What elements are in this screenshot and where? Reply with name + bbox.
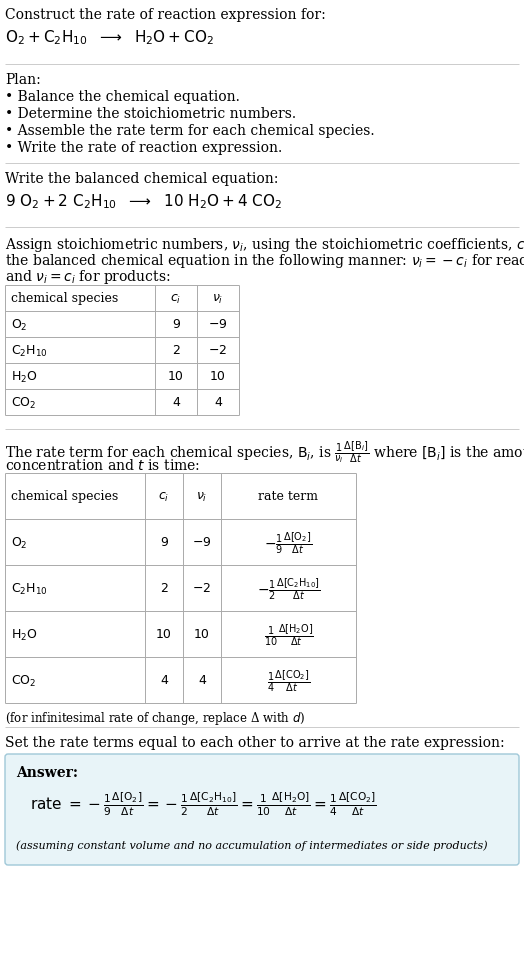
Text: and $\nu_i = c_i$ for products:: and $\nu_i = c_i$ for products:: [5, 268, 170, 285]
Text: $\mathrm{9\ O_2 + 2\ C_2H_{10}}$  $\longrightarrow$  $\mathrm{10\ H_2O + 4\ CO_2: $\mathrm{9\ O_2 + 2\ C_2H_{10}}$ $\longr…: [5, 191, 282, 210]
Text: Set the rate terms equal to each other to arrive at the rate expression:: Set the rate terms equal to each other t…: [5, 736, 505, 749]
Text: $\frac{1}{10}\frac{\Delta[\mathrm{H_2O}]}{\Delta t}$: $\frac{1}{10}\frac{\Delta[\mathrm{H_2O}]…: [264, 621, 313, 647]
Text: 2: 2: [172, 344, 180, 358]
Text: concentration and $t$ is time:: concentration and $t$ is time:: [5, 457, 200, 473]
Text: 9: 9: [160, 536, 168, 549]
Text: • Balance the chemical equation.: • Balance the chemical equation.: [5, 90, 240, 104]
Text: $\mathrm{O_2}$: $\mathrm{O_2}$: [11, 318, 28, 332]
Text: 4: 4: [198, 674, 206, 687]
Text: $\mathrm{O_2}$: $\mathrm{O_2}$: [11, 534, 28, 550]
Text: 10: 10: [156, 628, 172, 641]
Text: chemical species: chemical species: [11, 292, 118, 305]
Text: $\mathrm{CO_2}$: $\mathrm{CO_2}$: [11, 673, 36, 688]
Text: rate $= -\frac{1}{9}\frac{\Delta[\mathrm{O_2}]}{\Delta t} = -\frac{1}{2}\frac{\D: rate $= -\frac{1}{9}\frac{\Delta[\mathrm…: [30, 789, 377, 817]
Text: Write the balanced chemical equation:: Write the balanced chemical equation:: [5, 172, 278, 186]
Text: $\nu_i$: $\nu_i$: [196, 489, 208, 503]
Text: $c_i$: $c_i$: [170, 292, 182, 305]
Text: $\nu_i$: $\nu_i$: [212, 292, 224, 305]
Text: $-9$: $-9$: [208, 319, 228, 331]
Text: Assign stoichiometric numbers, $\nu_i$, using the stoichiometric coefficients, $: Assign stoichiometric numbers, $\nu_i$, …: [5, 235, 524, 254]
Text: $\mathrm{C_2H_{10}}$: $\mathrm{C_2H_{10}}$: [11, 581, 48, 596]
Text: $-2$: $-2$: [192, 582, 212, 595]
Text: the balanced chemical equation in the following manner: $\nu_i = -c_i$ for react: the balanced chemical equation in the fo…: [5, 252, 524, 270]
FancyBboxPatch shape: [5, 754, 519, 865]
Text: 4: 4: [160, 674, 168, 687]
Text: $-2$: $-2$: [209, 344, 227, 358]
Text: Answer:: Answer:: [16, 765, 78, 780]
Text: $\frac{1}{4}\frac{\Delta[\mathrm{CO_2}]}{\Delta t}$: $\frac{1}{4}\frac{\Delta[\mathrm{CO_2}]}…: [267, 667, 310, 693]
Text: $-9$: $-9$: [192, 536, 212, 549]
Text: 10: 10: [168, 370, 184, 383]
Text: (for infinitesimal rate of change, replace Δ with $d$): (for infinitesimal rate of change, repla…: [5, 709, 305, 726]
Text: $\mathrm{CO_2}$: $\mathrm{CO_2}$: [11, 395, 36, 410]
Text: rate term: rate term: [258, 490, 319, 503]
Text: $-\frac{1}{9}\frac{\Delta[\mathrm{O_2}]}{\Delta t}$: $-\frac{1}{9}\frac{\Delta[\mathrm{O_2}]}…: [265, 530, 312, 555]
Text: $-\frac{1}{2}\frac{\Delta[\mathrm{C_2H_{10}}]}{\Delta t}$: $-\frac{1}{2}\frac{\Delta[\mathrm{C_2H_{…: [257, 575, 320, 601]
Text: $\mathrm{H_2O}$: $\mathrm{H_2O}$: [11, 369, 38, 384]
Text: 2: 2: [160, 582, 168, 595]
Text: 9: 9: [172, 319, 180, 331]
Text: (assuming constant volume and no accumulation of intermediates or side products): (assuming constant volume and no accumul…: [16, 839, 488, 850]
Text: 4: 4: [172, 396, 180, 409]
Text: $c_i$: $c_i$: [158, 489, 170, 503]
Text: chemical species: chemical species: [11, 490, 118, 503]
Text: The rate term for each chemical species, $\mathrm{B}_i$, is $\frac{1}{\nu_i}\fra: The rate term for each chemical species,…: [5, 440, 524, 466]
Text: 10: 10: [210, 370, 226, 383]
Text: $\mathrm{H_2O}$: $\mathrm{H_2O}$: [11, 627, 38, 642]
Text: Construct the rate of reaction expression for:: Construct the rate of reaction expressio…: [5, 8, 326, 21]
Text: $\mathrm{C_2H_{10}}$: $\mathrm{C_2H_{10}}$: [11, 343, 48, 359]
Text: $\mathrm{O_2 + C_2H_{10}}$  $\longrightarrow$  $\mathrm{H_2O + CO_2}$: $\mathrm{O_2 + C_2H_{10}}$ $\longrightar…: [5, 28, 214, 47]
Text: • Write the rate of reaction expression.: • Write the rate of reaction expression.: [5, 141, 282, 154]
Text: 4: 4: [214, 396, 222, 409]
Text: • Determine the stoichiometric numbers.: • Determine the stoichiometric numbers.: [5, 106, 296, 121]
Text: 10: 10: [194, 628, 210, 641]
Text: • Assemble the rate term for each chemical species.: • Assemble the rate term for each chemic…: [5, 124, 375, 138]
Text: Plan:: Plan:: [5, 73, 41, 87]
